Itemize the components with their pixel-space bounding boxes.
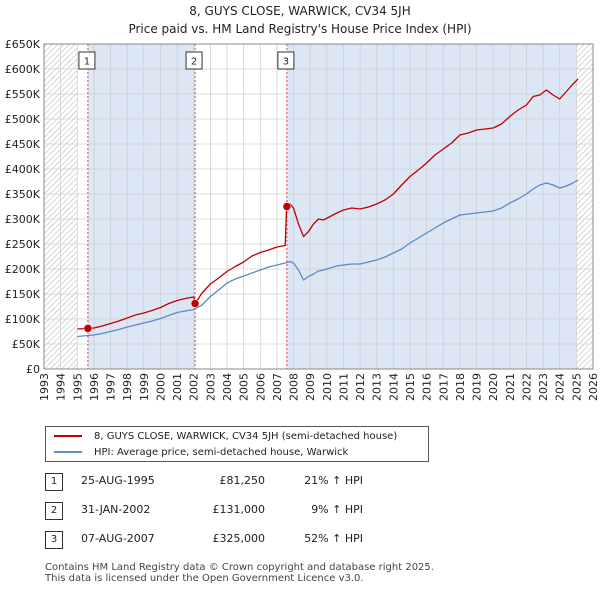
footer-license: This data is licensed under the Open Gov… <box>45 573 364 584</box>
legend-swatch-hpi <box>54 451 82 453</box>
x-tick-label: 2022 <box>520 373 533 401</box>
sale-marker-badge: 1 <box>78 51 96 70</box>
hatched-region-after <box>576 44 593 369</box>
x-tick-label: 2013 <box>371 373 384 401</box>
x-tick-label: 2008 <box>288 373 301 401</box>
x-tick-label: 2004 <box>221 373 234 401</box>
y-tick-label: £650K <box>5 38 41 51</box>
chart-subtitle: Price paid vs. HM Land Registry's House … <box>128 22 472 36</box>
sale-point <box>282 202 292 211</box>
x-tick-label: 2007 <box>271 373 284 401</box>
sale-marker-label: 3 <box>283 57 289 68</box>
x-tick-label: 1996 <box>88 373 101 401</box>
x-tick-label: 2018 <box>454 373 467 401</box>
x-tick-label: 2003 <box>204 373 217 401</box>
y-tick-label: £100K <box>5 313 41 326</box>
x-tick-label: 2016 <box>421 373 434 401</box>
sale-marker-box <box>185 51 203 70</box>
footer: Contains HM Land Registry data © Crown c… <box>45 562 434 584</box>
y-tick-label: £550K <box>5 88 41 101</box>
x-tick-label: 1995 <box>71 373 84 401</box>
property-price-line <box>77 78 579 330</box>
sale-number-badge: 1 <box>45 473 63 491</box>
sale-marker-badge: 2 <box>185 51 203 70</box>
sale-marker-badge: 3 <box>277 51 295 70</box>
x-tick-label: 2026 <box>587 373 600 401</box>
y-tick-label: £150K <box>5 288 41 301</box>
sale-date: 25-AUG-1995 <box>81 474 155 487</box>
sale-date: 31-JAN-2002 <box>81 503 151 516</box>
y-tick-label: £600K <box>5 63 41 76</box>
x-tick-label: 1998 <box>121 373 134 401</box>
x-tick-label: 2025 <box>570 373 583 401</box>
y-tick-label: £50K <box>12 338 41 351</box>
plot-border <box>43 43 594 370</box>
ownership-shade <box>286 44 577 369</box>
x-tick-label: 2024 <box>554 373 567 401</box>
sale-marker-box <box>277 51 295 70</box>
x-tick-label: 2017 <box>437 373 450 401</box>
hpi-line <box>77 179 579 338</box>
sale-number-badge: 2 <box>45 502 63 520</box>
x-tick-label: 2001 <box>171 373 184 401</box>
x-tick-label: 2009 <box>304 373 317 401</box>
x-tick-label: 2005 <box>238 373 251 401</box>
x-tick-label: 2023 <box>537 373 550 401</box>
x-tick-label: 2019 <box>471 373 484 401</box>
legend: 8, GUYS CLOSE, WARWICK, CV34 5JH (semi-d… <box>45 426 429 462</box>
sale-marker-box <box>78 51 96 70</box>
y-tick-label: £400K <box>5 163 41 176</box>
x-tick-label: 1999 <box>138 373 151 401</box>
x-tick-label: 2020 <box>487 373 500 401</box>
x-tick-label: 2002 <box>188 373 201 401</box>
y-tick-label: £450K <box>5 138 41 151</box>
x-tick-label: 1993 <box>38 373 51 401</box>
sale-point <box>190 299 200 308</box>
sale-hpi-change: 21% ↑ HPI <box>304 474 363 487</box>
footer-copyright: Contains HM Land Registry data © Crown c… <box>45 562 434 573</box>
y-tick-label: £500K <box>5 113 41 126</box>
sale-price: £131,000 <box>212 503 266 516</box>
sale-marker-label: 1 <box>84 57 90 68</box>
x-tick-label: 2000 <box>154 373 167 401</box>
x-tick-label: 2012 <box>354 373 367 401</box>
chart-title: 8, GUYS CLOSE, WARWICK, CV34 5JH <box>189 4 411 18</box>
x-tick-label: 2010 <box>321 373 334 401</box>
legend-item-property: 8, GUYS CLOSE, WARWICK, CV34 5JH (semi-d… <box>54 430 397 444</box>
sale-price: £81,250 <box>219 474 266 487</box>
y-tick-label: £250K <box>5 238 41 251</box>
x-tick-label: 2014 <box>387 373 400 401</box>
sale-marker-label: 2 <box>191 57 197 68</box>
sale-date: 07-AUG-2007 <box>81 532 155 545</box>
ownership-shade <box>87 44 196 369</box>
y-tick-label: £200K <box>5 263 41 276</box>
x-tick-label: 1994 <box>55 373 68 401</box>
sale-number-badge: 3 <box>45 531 63 549</box>
legend-label-property: 8, GUYS CLOSE, WARWICK, CV34 5JH (semi-d… <box>94 431 398 442</box>
legend-label-hpi: HPI: Average price, semi-detached house,… <box>94 447 349 458</box>
price-chart: 1 2 3 £0 £50K £100K £150K £200K £250K £300K £350K £… <box>5 38 600 401</box>
sale-point <box>83 324 93 333</box>
legend-swatch-property <box>54 435 82 437</box>
x-tick-label: 2011 <box>337 373 350 401</box>
legend-item-hpi: HPI: Average price, semi-detached house,… <box>54 446 348 460</box>
x-tick-label: 2006 <box>254 373 267 401</box>
sale-price: £325,000 <box>212 532 266 545</box>
x-tick-label: 2021 <box>504 373 517 401</box>
sale-hpi-change: 9% ↑ HPI <box>311 503 363 516</box>
y-tick-label: £0 <box>26 363 40 376</box>
x-tick-label: 1997 <box>105 373 118 401</box>
x-tick-label: 2015 <box>404 373 417 401</box>
y-tick-label: £350K <box>5 188 41 201</box>
y-tick-label: £300K <box>5 213 41 226</box>
sale-hpi-change: 52% ↑ HPI <box>304 532 363 545</box>
